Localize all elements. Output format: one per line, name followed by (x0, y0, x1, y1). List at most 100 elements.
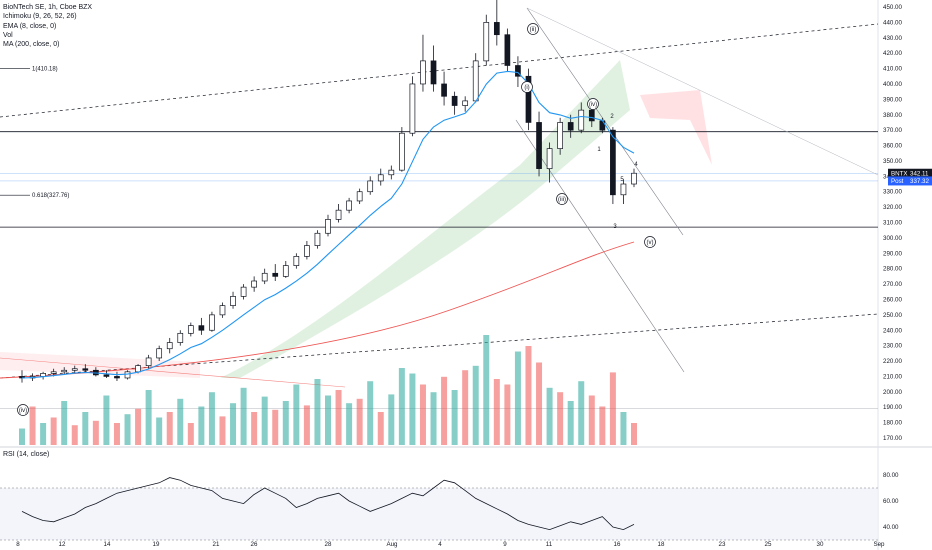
x-tick-label: 23 (719, 541, 726, 548)
rsi-tick-label: 40.00 (883, 524, 899, 531)
last-price-value: 342.11 (910, 170, 929, 177)
wave-label-circle (587, 98, 599, 110)
volume-bar (272, 409, 279, 445)
indicator-volume: Vol (3, 31, 13, 39)
volume-bar (187, 423, 194, 445)
x-tick-label: 25 (765, 541, 772, 548)
volume-bar (82, 412, 89, 445)
candle-body (620, 183, 627, 196)
desc-channel-lower (515, 119, 685, 373)
x-tick-label: 9 (503, 541, 507, 548)
x-tick-label: 12 (59, 541, 66, 548)
candle-body (230, 296, 236, 306)
y-tick-label: 270.00 (883, 281, 902, 288)
volume-bar (251, 412, 258, 445)
candle-body (462, 100, 469, 106)
volume-bar (61, 401, 68, 445)
volume-bar (419, 384, 426, 445)
volume-bar (525, 346, 532, 445)
x-tick-label: Aug (386, 541, 398, 548)
candle-body (567, 122, 574, 131)
post-price-tag (888, 176, 932, 186)
x-tick-label: 21 (213, 541, 220, 548)
candle-body (588, 109, 595, 122)
y-tick-label: 260.00 (883, 296, 902, 303)
candle-body (261, 272, 268, 282)
candle-body (536, 122, 542, 169)
chart-title: BioNTech SE, 1h, Cboe BZX (3, 4, 93, 11)
early-trendline (0, 357, 346, 388)
y-tick-label: 320.00 (883, 204, 902, 211)
post-label: Post (891, 178, 904, 185)
volume-bar (346, 403, 353, 445)
volume-bar (599, 406, 606, 445)
x-tick-label: Sep (873, 541, 885, 548)
candle-body (71, 368, 78, 371)
y-tick-label: 220.00 (883, 358, 902, 365)
volume-bar (230, 403, 237, 445)
last-price-tag (888, 168, 932, 178)
y-tick-label: 430.00 (883, 35, 902, 42)
y-tick-label: 210.00 (883, 373, 902, 380)
candle-body (314, 232, 321, 246)
volume-bar (177, 398, 184, 445)
volume-bar (166, 412, 173, 445)
x-tick-label: 14 (104, 541, 111, 548)
candle-body (483, 22, 490, 62)
candle-body (451, 95, 458, 106)
volume-bar (377, 412, 384, 445)
candle-body (177, 332, 184, 343)
candle-body (335, 209, 342, 220)
fib-label-1: 1(410.18) (32, 66, 58, 72)
candle-body (135, 365, 141, 373)
wave-label-circle (17, 404, 29, 416)
volume-bar (40, 423, 47, 445)
volume-bar (451, 390, 458, 445)
candle-body (441, 83, 447, 97)
candle-body (409, 83, 416, 134)
y-tick-label: 200.00 (883, 389, 902, 396)
candle-body (367, 180, 374, 193)
minor-wave-label: 2 (610, 114, 614, 120)
wave-label: (i) (524, 85, 529, 91)
symbol-tag: BNTX (891, 170, 908, 177)
candle-body (557, 122, 563, 149)
volume-bar (620, 412, 627, 445)
x-tick-label: 11 (546, 541, 553, 548)
y-tick-label: 410.00 (883, 66, 902, 73)
volume-bar (314, 379, 321, 445)
wave-label: (v) (647, 240, 654, 246)
y-tick-label: 370.00 (883, 127, 902, 134)
y-tick-label: 300.00 (883, 235, 902, 242)
y-tick-label: 400.00 (883, 81, 902, 88)
volume-bar (631, 423, 637, 445)
y-tick-label: 180.00 (883, 420, 902, 427)
candle-body (493, 22, 500, 36)
volume-bar (430, 392, 437, 445)
candle-body (145, 357, 152, 367)
volume-bar (303, 405, 310, 445)
rsi-tick-label: 80.00 (883, 472, 899, 479)
volume-bar (483, 335, 490, 445)
candle-body (472, 60, 479, 102)
volume-bar (156, 417, 163, 445)
candle-body (578, 109, 585, 131)
wave-label-circle (644, 236, 656, 248)
x-tick-label: 30 (817, 541, 824, 548)
x-tick-label: 8 (16, 541, 20, 548)
post-price-value: 337.32 (910, 178, 929, 185)
y-tick-label: 310.00 (883, 220, 902, 227)
volume-bar (441, 376, 448, 445)
volume-bar (567, 401, 574, 445)
y-tick-label: 170.00 (883, 435, 902, 442)
x-tick-label: 18 (658, 541, 665, 548)
y-tick-label: 350.00 (883, 158, 902, 165)
volume-bar (19, 428, 25, 445)
volume-bar (578, 381, 585, 445)
y-tick-label: 380.00 (883, 112, 902, 119)
volume-bar (103, 395, 110, 445)
volume-bar (514, 351, 521, 445)
y-tick-label: 440.00 (883, 19, 902, 26)
y-tick-label: 240.00 (883, 327, 902, 334)
